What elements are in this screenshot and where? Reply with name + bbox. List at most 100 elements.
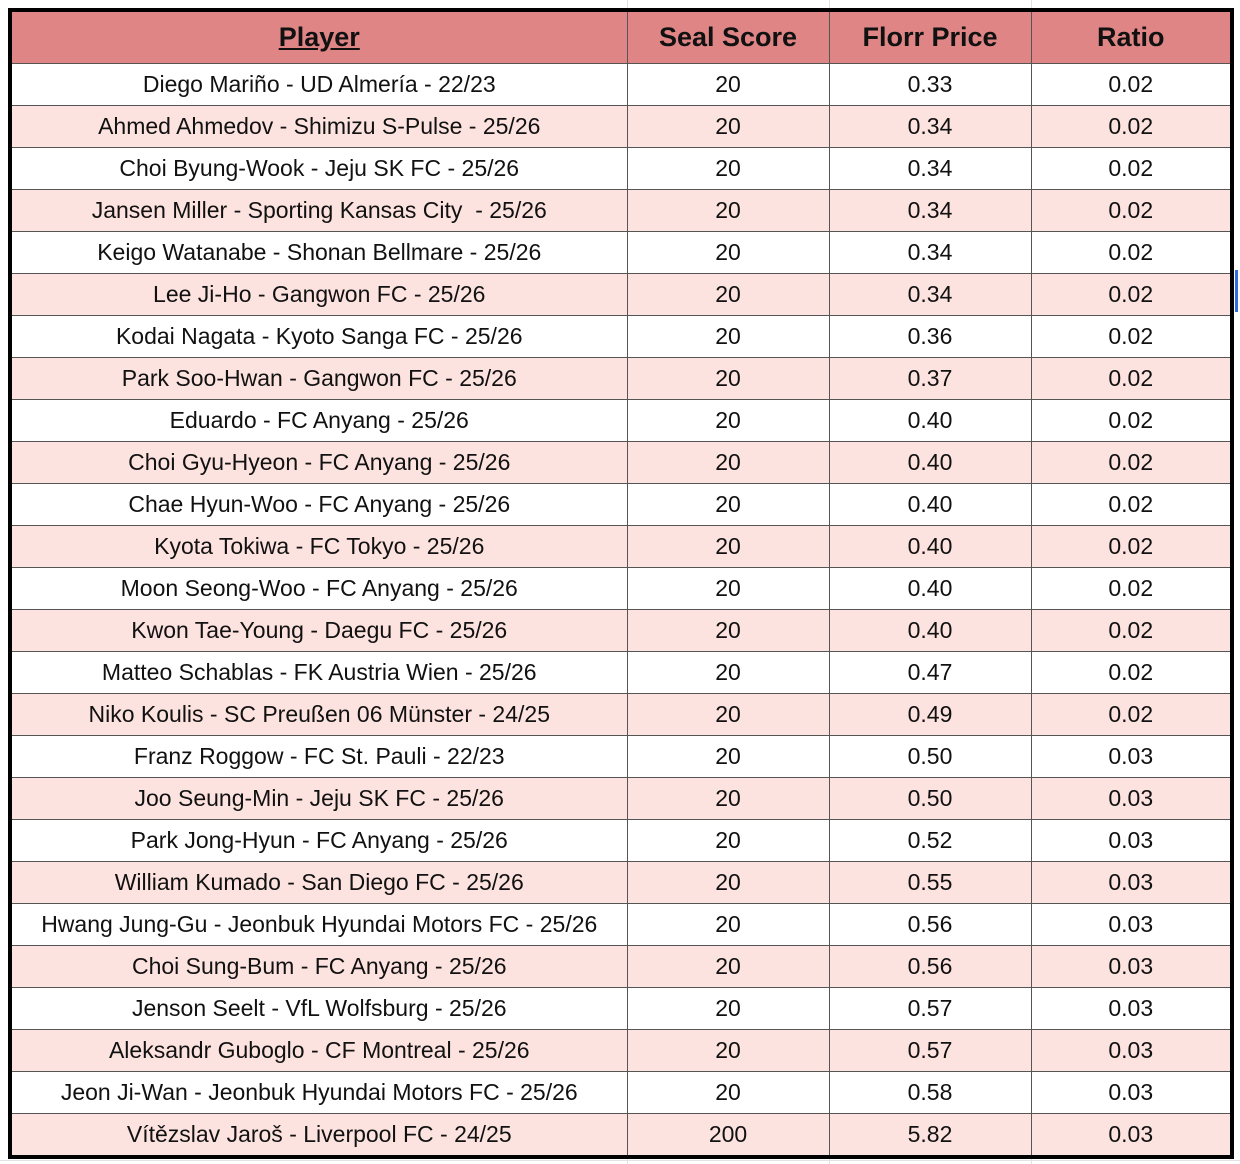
- table-cell: Ahmed Ahmedov - Shimizu S-Pulse - 25/26: [9, 105, 628, 148]
- table-cell: 0.34: [828, 189, 1032, 232]
- table-row: William Kumado - San Diego FC - 25/26 20 0…: [9, 861, 1233, 904]
- table-cell: 0.34: [828, 105, 1032, 148]
- table-row: Niko Koulis - SC Preußen 06 Münster - 24…: [9, 693, 1233, 736]
- table-cell: 0.40: [828, 609, 1032, 652]
- table-cell: 0.36: [828, 315, 1032, 358]
- table-cell: 0.57: [828, 987, 1032, 1030]
- table-cell: 20: [626, 861, 830, 904]
- table-cell: William Kumado - San Diego FC - 25/26: [9, 861, 628, 904]
- header-cell: Seal Score: [626, 9, 830, 64]
- table-cell: Lee Ji-Ho - Gangwon FC - 25/26: [9, 273, 628, 316]
- table-cell: 0.03: [1030, 777, 1233, 820]
- table-cell: 0.56: [828, 945, 1032, 988]
- table-cell: 20: [626, 483, 830, 526]
- table-cell: 20: [626, 609, 830, 652]
- table-cell: 200: [626, 1113, 830, 1158]
- table-row: Kodai Nagata - Kyoto Sanga FC - 25/26 20 0…: [9, 315, 1233, 358]
- table-cell: 0.02: [1030, 273, 1233, 316]
- table-cell: Park Soo-Hwan - Gangwon FC - 25/26: [9, 357, 628, 400]
- table-cell: 20: [626, 231, 830, 274]
- table-row: Diego Mariño - UD Almería - 22/23 20 0.33 0…: [9, 63, 1233, 106]
- table-cell: 0.02: [1030, 147, 1233, 190]
- table-cell: 0.03: [1030, 903, 1233, 946]
- sheet-grid: [0, 1160, 1240, 1161]
- table-row: Park Jong-Hyun - FC Anyang - 25/26 20 0.52…: [9, 819, 1233, 862]
- header-row: Player Seal Score Florr Price Ratio: [9, 9, 1233, 64]
- table-cell: 20: [626, 945, 830, 988]
- table-row: Choi Sung-Bum - FC Anyang - 25/26 20 0.56 0…: [9, 945, 1233, 988]
- table-cell: 0.03: [1030, 1113, 1233, 1158]
- table-cell: 0.49: [828, 693, 1032, 736]
- table-cell: Choi Gyu-Hyeon - FC Anyang - 25/26: [9, 441, 628, 484]
- table-cell: 20: [626, 903, 830, 946]
- table-row: Hwang Jung-Gu - Jeonbuk Hyundai Motors F…: [9, 903, 1233, 946]
- table-row: Joo Seung-Min - Jeju SK FC - 25/26 20 0.50…: [9, 777, 1233, 820]
- table-cell: Eduardo - FC Anyang - 25/26: [9, 399, 628, 442]
- table-cell: 0.02: [1030, 189, 1233, 232]
- table-cell: 0.55: [828, 861, 1032, 904]
- table-cell: 0.02: [1030, 693, 1233, 736]
- table-cell: 20: [626, 273, 830, 316]
- header-cell: Florr Price: [828, 9, 1032, 64]
- table-cell: 0.02: [1030, 105, 1233, 148]
- table-cell: 0.57: [828, 1029, 1032, 1072]
- table-cell: Aleksandr Guboglo - CF Montreal - 25/26: [9, 1029, 628, 1072]
- table-cell: Choi Byung-Wook - Jeju SK FC - 25/26: [9, 147, 628, 190]
- table-cell: 20: [626, 63, 830, 106]
- table-cell: Franz Roggow - FC St. Pauli - 22/23: [9, 735, 628, 778]
- table-cell: Keigo Watanabe - Shonan Bellmare - 25/26: [9, 231, 628, 274]
- table-cell: 0.02: [1030, 651, 1233, 694]
- table-cell: Vítězslav Jaroš - Liverpool FC - 24/25: [9, 1113, 628, 1158]
- cell-selection: [1235, 270, 1238, 312]
- table-row: Chae Hyun-Woo - FC Anyang - 25/26 20 0.40 0…: [9, 483, 1233, 526]
- table-cell: 20: [626, 315, 830, 358]
- table-cell: 0.03: [1030, 735, 1233, 778]
- table-cell: 0.37: [828, 357, 1032, 400]
- table-row: Lee Ji-Ho - Gangwon FC - 25/26 20 0.34 0.02: [9, 273, 1233, 316]
- table-row: Aleksandr Guboglo - CF Montreal - 25/26 2…: [9, 1029, 1233, 1072]
- table-row: Franz Roggow - FC St. Pauli - 22/23 20 0.5…: [9, 735, 1233, 778]
- table-cell: 0.50: [828, 735, 1032, 778]
- table-cell: Hwang Jung-Gu - Jeonbuk Hyundai Motors F…: [9, 903, 628, 946]
- table-cell: Moon Seong-Woo - FC Anyang - 25/26: [9, 567, 628, 610]
- table-row: Choi Byung-Wook - Jeju SK FC - 25/26 20 0.…: [9, 147, 1233, 190]
- table-row: Keigo Watanabe - Shonan Bellmare - 25/26…: [9, 231, 1233, 274]
- table-cell: 0.34: [828, 147, 1032, 190]
- table-cell: Niko Koulis - SC Preußen 06 Münster - 24…: [9, 693, 628, 736]
- table-cell: 0.02: [1030, 357, 1233, 400]
- table-cell: 0.02: [1030, 63, 1233, 106]
- table-cell: 20: [626, 525, 830, 568]
- table-row: Jansen Miller - Sporting Kansas City - 2…: [9, 189, 1233, 232]
- table-cell: 20: [626, 693, 830, 736]
- header-cell: Player: [9, 9, 628, 64]
- table-cell: 0.02: [1030, 567, 1233, 610]
- table-cell: 0.58: [828, 1071, 1032, 1114]
- table-cell: 0.02: [1030, 399, 1233, 442]
- table-cell: Jansen Miller - Sporting Kansas City - 2…: [9, 189, 628, 232]
- table-cell: 0.52: [828, 819, 1032, 862]
- data-table: Player Seal Score Florr Price Ratio Diego M…: [8, 8, 1234, 1159]
- table-cell: 0.02: [1030, 483, 1233, 526]
- table-cell: 20: [626, 1071, 830, 1114]
- table-cell: 0.40: [828, 567, 1032, 610]
- table-row: Jeon Ji-Wan - Jeonbuk Hyundai Motors FC …: [9, 1071, 1233, 1114]
- table-cell: Kyota Tokiwa - FC Tokyo - 25/26: [9, 525, 628, 568]
- table-row: Jenson Seelt - VfL Wolfsburg - 25/26 20 0.…: [9, 987, 1233, 1030]
- table-cell: Jenson Seelt - VfL Wolfsburg - 25/26: [9, 987, 628, 1030]
- table-cell: 20: [626, 987, 830, 1030]
- table-cell: Choi Sung-Bum - FC Anyang - 25/26: [9, 945, 628, 988]
- table-cell: 0.02: [1030, 315, 1233, 358]
- table-cell: 5.82: [828, 1113, 1032, 1158]
- table-row: Eduardo - FC Anyang - 25/26 20 0.40 0.02: [9, 399, 1233, 442]
- table-cell: 20: [626, 357, 830, 400]
- table-row: Ahmed Ahmedov - Shimizu S-Pulse - 25/26 2…: [9, 105, 1233, 148]
- table-cell: Joo Seung-Min - Jeju SK FC - 25/26: [9, 777, 628, 820]
- table-cell: 0.47: [828, 651, 1032, 694]
- table-cell: 20: [626, 105, 830, 148]
- table-cell: 0.02: [1030, 441, 1233, 484]
- header-cell: Ratio: [1030, 9, 1233, 64]
- table-cell: 0.03: [1030, 1071, 1233, 1114]
- table-cell: 20: [626, 651, 830, 694]
- table-cell: 0.40: [828, 483, 1032, 526]
